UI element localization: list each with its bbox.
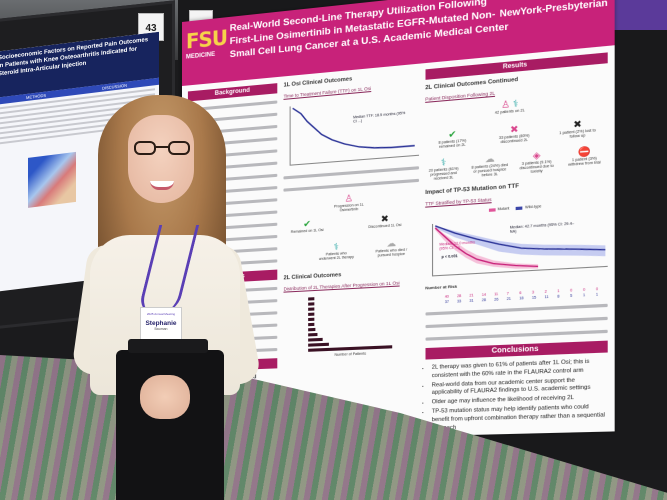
newyork-presbyterian-logo: NewYork-Presbyterian: [499, 0, 608, 19]
black-trousers: [116, 350, 224, 500]
risk-cell: 21: [469, 293, 474, 298]
name-badge: 2025 Annual Meeting Stephanie Bauman: [140, 307, 182, 343]
number-at-risk-table: 40 28 21 14 11 7 6 3 2 1 0 0 0 37 33 31 28 26 21 18 15 11 8 5 1 1: [445, 286, 608, 304]
2l-therapy-bar-chart: Number of Patients: [284, 290, 419, 359]
risk-cell: 2: [544, 289, 547, 294]
2l-disposition-flowchart: ♙ ⚕ 42 patients on 2L ✔ 8 patients (17%) r…: [428, 98, 601, 181]
risk-cell: 37: [444, 299, 449, 305]
column-results: Results 2L Clinical Outcomes Continued P…: [425, 52, 608, 434]
risk-cell: 0: [582, 287, 586, 292]
risk-cell: 0: [595, 286, 599, 292]
smile: [150, 181, 174, 190]
risk-cell: 1: [557, 288, 560, 294]
left-poster-discussion: DISCUSSION: [102, 82, 127, 91]
risk-cell: 7: [506, 291, 509, 296]
badge-name: Stephanie: [145, 320, 177, 327]
conclusion-item: TP-53 mutation status may help identify …: [432, 404, 608, 434]
badge-surname: Bauman: [154, 327, 168, 331]
risk-cell: 28: [457, 293, 462, 299]
badge-org: 2025 Annual Meeting: [146, 312, 176, 316]
1l-disposition-flowchart: ♙ Progression on 1L Osimertinib ✔ Remained…: [290, 192, 408, 262]
glasses-icon: [134, 141, 190, 155]
risk-cell: 8: [557, 294, 560, 299]
ttf-kaplan-meier-chart: Median TTF: 18.5 months (95% CI ...): [289, 95, 419, 166]
risk-cell: 1: [595, 292, 599, 297]
clasped-hands: [140, 375, 190, 419]
risk-cell: 14: [481, 292, 487, 298]
risk-cell: 31: [469, 298, 474, 303]
left-poster-map-figure: [28, 151, 76, 208]
risk-cell: 1: [582, 292, 586, 298]
tp53-kaplan-meier-chart: Median: 42.7 months (95% CI: 29.4–NA) Me…: [431, 213, 608, 277]
risk-cell: 11: [544, 294, 549, 300]
risk-cell: 21: [506, 296, 512, 302]
belt: [128, 339, 208, 353]
risk-cell: 28: [481, 297, 487, 303]
section-conclusions: Conclusions: [425, 340, 608, 360]
risk-cell: 11: [494, 291, 499, 297]
main-poster: FSU MEDICINE Real-World Second-Line Ther…: [182, 0, 615, 443]
conclusions-list: 2L therapy was given to 61% of patients …: [425, 358, 608, 435]
risk-cell: 0: [570, 288, 573, 293]
risk-cell: 6: [519, 290, 522, 296]
fsu-medicine-logo: FSU MEDICINE: [185, 25, 228, 61]
risk-cell: 33: [457, 299, 462, 304]
risk-cell: 18: [519, 296, 524, 301]
risk-cell: 40: [444, 294, 449, 299]
column-clinical-outcomes: 1L Osi Clinical Outcomes Time to Treatme…: [283, 70, 419, 438]
risk-cell: 15: [531, 295, 537, 300]
presenter: 2025 Annual Meeting Stephanie Bauman: [71, 95, 262, 500]
risk-cell: 26: [494, 297, 499, 302]
risk-cell: 3: [531, 290, 535, 295]
risk-cell: 5: [570, 293, 573, 299]
left-poster-methods: METHODS: [26, 92, 47, 101]
institution-logos: Weill Cornell Medicine NewYork-Presbyter…: [500, 0, 608, 20]
